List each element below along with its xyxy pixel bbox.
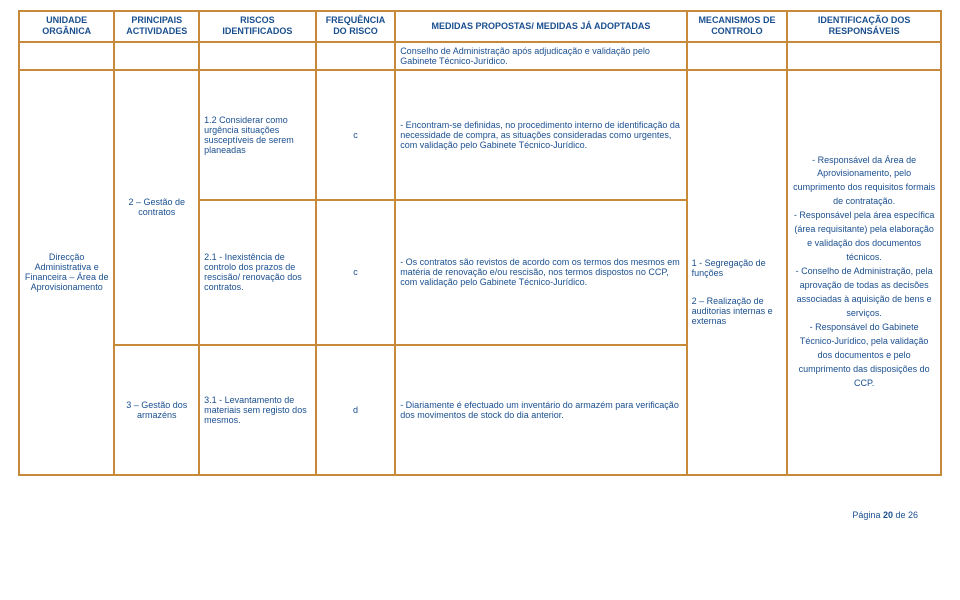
footer-page-number: 20 [883, 510, 893, 520]
cell-empty [787, 42, 941, 70]
col-header: MEDIDAS PROPOSTAS/ MEDIDAS JÁ ADOPTADAS [395, 11, 686, 42]
col-header: RISCOS IDENTIFICADOS [199, 11, 316, 42]
cell-activity: 3 – Gestão dos armazéns [114, 345, 199, 475]
cell-empty [316, 42, 395, 70]
control-item: 1 - Segregação de funções [692, 258, 783, 278]
cell-measure: - Encontram-se definidas, no procediment… [395, 70, 686, 200]
cell-risk: 1.2 Considerar como urgência situações s… [199, 70, 316, 200]
cell-empty [199, 42, 316, 70]
cell-measure: - Diariamente é efectuado um inventário … [395, 345, 686, 475]
cell-empty [114, 42, 199, 70]
document-page: UNIDADE ORGÂNICA PRINCIPAIS ACTIVIDADES … [0, 0, 960, 520]
cell-measure: Conselho de Administração após adjudicaç… [395, 42, 686, 70]
risk-table: UNIDADE ORGÂNICA PRINCIPAIS ACTIVIDADES … [18, 10, 942, 476]
table-row: Conselho de Administração após adjudicaç… [19, 42, 941, 70]
cell-unit: Direcção Administrativa e Financeira – Á… [19, 70, 114, 475]
table-row: Direcção Administrativa e Financeira – Á… [19, 70, 941, 200]
footer-of: de [893, 510, 908, 520]
cell-risk: 3.1 - Levantamento de materiais sem regi… [199, 345, 316, 475]
cell-risk: 2.1 - Inexistência de controlo dos prazo… [199, 200, 316, 345]
cell-responsibles: - Responsável da Área de Aprovisionament… [787, 70, 941, 475]
cell-controls: 1 - Segregação de funções 2 – Realização… [687, 70, 788, 475]
table-header-row: UNIDADE ORGÂNICA PRINCIPAIS ACTIVIDADES … [19, 11, 941, 42]
col-header: MECANISMOS DE CONTROLO [687, 11, 788, 42]
cell-activity: 2 – Gestão de contratos [114, 70, 199, 345]
cell-measure: - Os contratos são revistos de acordo co… [395, 200, 686, 345]
col-header: PRINCIPAIS ACTIVIDADES [114, 11, 199, 42]
col-header: UNIDADE ORGÂNICA [19, 11, 114, 42]
col-header: IDENTIFICAÇÃO DOS RESPONSÁVEIS [787, 11, 941, 42]
col-header: FREQUÊNCIA DO RISCO [316, 11, 395, 42]
cell-empty [687, 42, 788, 70]
cell-frequency: c [316, 70, 395, 200]
cell-empty [19, 42, 114, 70]
control-item: 2 – Realização de auditorias internas e … [692, 296, 783, 326]
page-footer: Página 20 de 26 [18, 510, 942, 520]
cell-frequency: d [316, 345, 395, 475]
footer-prefix: Página [852, 510, 883, 520]
footer-page-total: 26 [908, 510, 918, 520]
cell-frequency: c [316, 200, 395, 345]
